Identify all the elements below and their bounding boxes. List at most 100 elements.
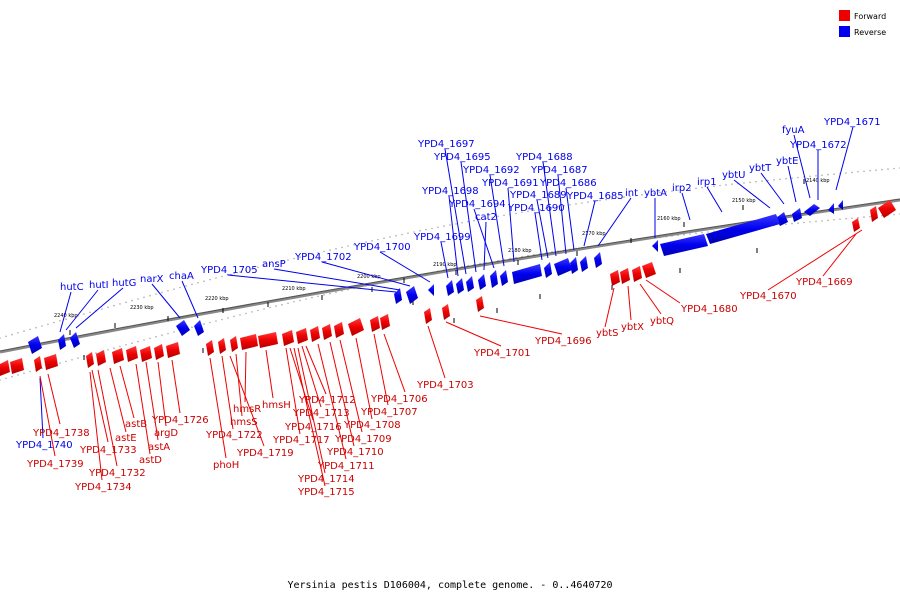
track-dot	[119, 345, 121, 348]
gene-arrow	[282, 330, 294, 346]
scale-label: 2170 kbp	[582, 231, 606, 237]
track-dot	[11, 333, 13, 336]
track-dot	[623, 196, 625, 198]
track-dot	[731, 183, 733, 185]
track-dot	[305, 298, 307, 300]
tick-marks	[69, 179, 805, 360]
track-dot	[329, 292, 331, 295]
gene-arrow	[610, 270, 620, 286]
track-dot	[821, 220, 823, 222]
gene-arrow	[838, 200, 843, 210]
gene-label: narX	[140, 274, 164, 285]
gene-arrow	[10, 358, 24, 374]
gene-label: cat2	[475, 212, 497, 223]
gene-arrow	[660, 234, 708, 256]
gene-arrow	[394, 288, 402, 304]
track-dot	[263, 265, 265, 267]
gene-arrow	[370, 316, 380, 332]
gene-arrow	[322, 324, 332, 340]
track-dot	[575, 203, 577, 205]
track-dot	[863, 216, 865, 218]
track-dot	[341, 246, 343, 249]
track-dot	[515, 212, 517, 215]
track-dot	[203, 323, 205, 325]
gene-arrow	[310, 326, 320, 342]
track-dot	[293, 301, 295, 303]
track-dot	[347, 245, 349, 247]
track-dot	[311, 296, 313, 299]
track-dot	[401, 233, 403, 236]
gene-arrow	[44, 354, 58, 370]
gene-label: YPD4_1716	[284, 422, 342, 433]
track-dot	[683, 233, 685, 236]
legend-label-forward: Forward	[854, 12, 886, 21]
track-dot	[839, 218, 841, 220]
gene-label: YPD4_1700	[353, 242, 411, 253]
scale-label: 2160 kbp	[657, 216, 681, 222]
gene-arrow	[334, 322, 344, 338]
track-dot	[251, 311, 253, 313]
track-dot	[497, 215, 499, 218]
track-dot	[857, 171, 859, 173]
track-dot	[275, 262, 277, 264]
track-dot	[695, 187, 697, 189]
gene-label: ybtS	[596, 328, 619, 339]
gene-arrow	[0, 360, 10, 376]
track-dot	[791, 177, 793, 179]
gene-arrow	[490, 270, 498, 288]
track-dot	[875, 169, 877, 171]
track-dot	[431, 227, 433, 230]
scale-label: 2190 kbp	[433, 262, 457, 268]
gene-label: astD	[139, 455, 162, 466]
gene-label: YPD4_1691	[481, 178, 539, 189]
track-dot	[227, 317, 229, 319]
track-dot	[257, 309, 259, 312]
track-dot	[161, 334, 163, 336]
track-dot	[533, 209, 535, 212]
track-dot	[755, 180, 757, 183]
track-dot	[269, 263, 271, 266]
scale-label: 2180 kbp	[508, 248, 532, 254]
track-dot	[827, 219, 829, 222]
gene-arrow	[230, 336, 238, 352]
scale-label: 2210 kbp	[282, 286, 306, 292]
track-dot	[653, 192, 655, 195]
scale-label: 2240 kbp	[54, 313, 78, 319]
track-dot	[587, 201, 589, 203]
track-dot	[281, 303, 283, 306]
scale-label: 2200 kbp	[357, 274, 381, 280]
track-dot	[245, 269, 247, 272]
legend-swatch-forward	[839, 10, 850, 21]
gene-arrow	[112, 348, 124, 364]
gene-label: YPD4_1706	[370, 394, 428, 405]
gene-label: YPD4_1707	[360, 407, 418, 418]
gene-label: YPD4_1696	[534, 336, 592, 347]
track-dot	[209, 278, 211, 281]
gene-label: phoH	[213, 460, 239, 471]
gene-arrow	[28, 336, 42, 354]
gene-arrow	[594, 252, 602, 268]
gene-label: YPD4_1699	[413, 232, 471, 243]
track-dot	[779, 178, 781, 181]
track-dot	[191, 326, 193, 329]
track-dot	[221, 318, 223, 321]
gene-arrow	[166, 342, 180, 358]
track-dot	[149, 294, 151, 297]
track-dot	[323, 250, 325, 253]
track-dot	[527, 210, 529, 213]
track-dot	[797, 222, 799, 224]
gene-label: YPD4_1738	[32, 428, 90, 439]
track-dot	[173, 331, 175, 333]
gene-arrow	[804, 204, 820, 216]
track-dot	[545, 207, 547, 210]
track-dot	[0, 337, 1, 339]
track-dot	[857, 216, 859, 219]
track-dot	[95, 352, 97, 354]
track-dot	[185, 285, 187, 287]
track-dot	[557, 205, 559, 208]
track-dot	[335, 247, 337, 250]
track-dot	[539, 208, 541, 211]
track-dot	[179, 286, 181, 289]
gene-label: YPD4_1739	[26, 459, 84, 470]
track-dot	[335, 291, 337, 294]
